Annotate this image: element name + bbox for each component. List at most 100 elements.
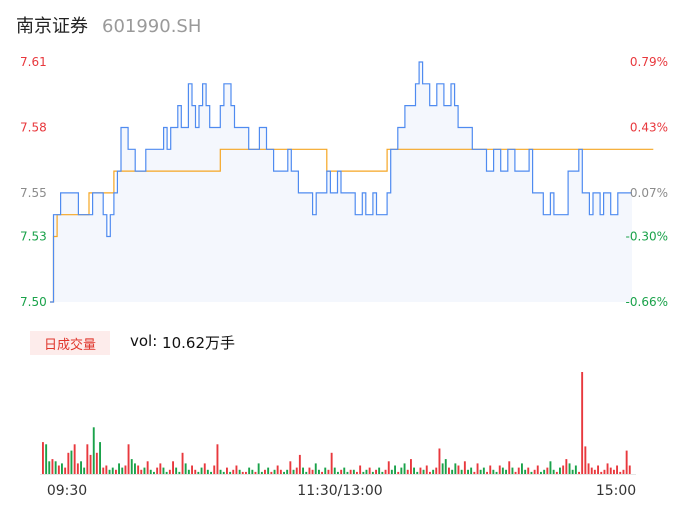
volume-bar	[425, 465, 428, 474]
volume-bar	[67, 452, 70, 475]
volume-bar	[482, 467, 485, 474]
volume-bar	[181, 452, 184, 475]
volume-bar	[305, 471, 308, 474]
percent-tick-label: -0.66%	[626, 295, 668, 309]
volume-bar	[254, 471, 257, 474]
volume-bar	[51, 459, 54, 474]
volume-bar	[99, 442, 101, 474]
volume-bar	[517, 467, 520, 474]
volume-bar	[378, 467, 381, 474]
volume-bars	[40, 372, 636, 475]
volume-bar	[257, 463, 260, 474]
percent-axis-right: 0.79% 0.43% 0.07% -0.30% -0.66%	[626, 55, 668, 309]
volume-bar	[552, 469, 555, 475]
volume-bar	[219, 469, 222, 475]
volume-bar	[124, 465, 127, 474]
volume-bar	[210, 471, 212, 474]
volume-bar	[235, 465, 238, 474]
volume-bar	[245, 471, 247, 474]
volume-bar	[394, 465, 396, 474]
volume-bar	[178, 471, 181, 474]
volume-bar	[587, 463, 590, 474]
volume-bar	[92, 427, 95, 475]
volume-bar	[346, 471, 349, 474]
volume-bar	[64, 467, 67, 474]
volume-bar	[187, 469, 190, 475]
volume-bar	[159, 463, 162, 474]
volume-bar	[381, 471, 384, 474]
volume-bar	[168, 469, 171, 475]
volume-bar	[61, 463, 63, 474]
volume-bar	[619, 471, 622, 474]
volume-bar	[432, 469, 435, 475]
volume-bar	[292, 469, 295, 475]
volume-bar	[590, 467, 593, 474]
volume-bar	[479, 469, 482, 475]
volume-bar	[349, 469, 352, 475]
volume-bar	[105, 465, 108, 474]
volume-bar	[134, 463, 136, 474]
volume-bar	[102, 467, 105, 474]
volume-bar	[410, 459, 412, 474]
volume-bar	[375, 469, 377, 475]
stock-name: 南京证券	[16, 16, 88, 37]
volume-bar	[489, 465, 492, 474]
volume-bar	[80, 461, 82, 475]
volume-bar	[206, 469, 209, 475]
volume-bar	[191, 465, 193, 474]
volume-bar	[603, 469, 606, 475]
percent-tick-label: 0.43%	[630, 120, 668, 134]
stock-code: 601990.SH	[102, 16, 202, 37]
volume-bar	[149, 469, 152, 475]
volume-bar	[251, 469, 254, 475]
volume-bar	[295, 467, 298, 474]
volume-bar	[175, 467, 178, 474]
volume-bar	[616, 465, 618, 474]
price-tick-label: 7.58	[20, 120, 47, 134]
volume-bar	[565, 459, 568, 474]
volume-bar	[302, 467, 304, 474]
volume-bar	[146, 461, 149, 475]
volume-bar	[130, 459, 133, 474]
volume-tag: 日成交量	[30, 331, 110, 355]
volume-bar	[311, 469, 314, 475]
volume-bar	[162, 467, 165, 474]
percent-tick-label: 0.79%	[630, 55, 668, 69]
volume-bar	[609, 467, 612, 474]
volume-bar	[333, 467, 336, 474]
volume-bar	[578, 471, 580, 474]
volume-bar	[498, 465, 501, 474]
time-tick-label: 15:00	[596, 483, 636, 499]
volume-bar	[127, 444, 130, 475]
volume-bar	[216, 444, 219, 475]
volume-bar	[248, 467, 251, 474]
volume-bar	[321, 471, 323, 474]
volume-bar	[581, 372, 584, 474]
volume-bar	[568, 463, 571, 474]
volume-bar	[203, 463, 206, 474]
volume-bar	[470, 467, 473, 474]
volume-bar	[419, 467, 422, 474]
volume-bar	[368, 467, 371, 474]
volume-bar	[524, 469, 527, 475]
volume-bar	[57, 465, 60, 474]
volume-bar	[121, 467, 124, 474]
volume-bar	[308, 467, 311, 474]
volume-bar	[45, 444, 48, 475]
volume-bar	[555, 471, 558, 474]
volume-bar	[194, 469, 197, 475]
volume-bar	[613, 469, 615, 475]
volume-bar	[562, 465, 565, 474]
volume-bar	[584, 446, 587, 474]
volume-bar	[559, 467, 561, 474]
volume-prefix: vol:	[130, 332, 163, 350]
percent-tick-label: -0.30%	[626, 230, 668, 244]
volume-bar	[403, 463, 406, 474]
volume-bar	[54, 461, 57, 475]
volume-bar	[416, 471, 419, 474]
price-line	[50, 61, 632, 303]
volume-bar	[352, 469, 355, 475]
volume-bar	[546, 467, 549, 474]
time-tick-label: 11:30/13:00	[297, 483, 382, 499]
